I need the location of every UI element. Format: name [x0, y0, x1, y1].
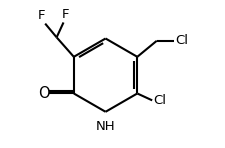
Text: NH: NH [95, 120, 115, 133]
Text: F: F [38, 9, 45, 22]
Text: Cl: Cl [153, 94, 166, 107]
Text: O: O [38, 86, 49, 101]
Text: F: F [62, 8, 69, 21]
Text: Cl: Cl [174, 34, 187, 47]
